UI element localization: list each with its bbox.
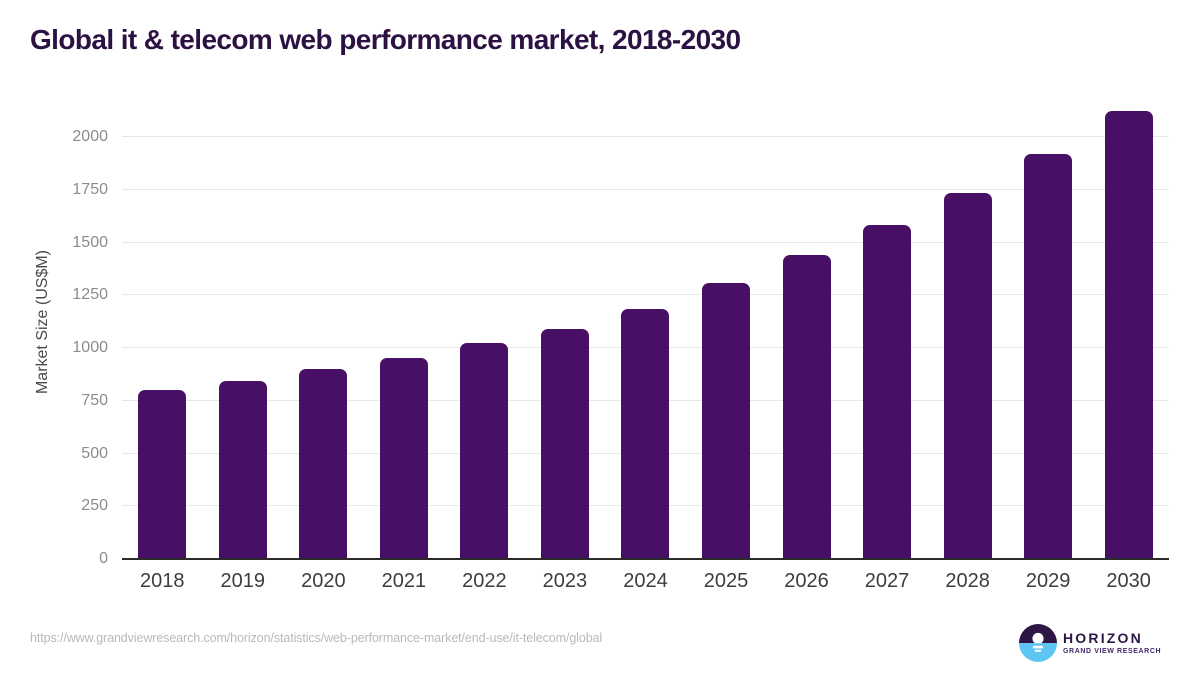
ytick-1000: 1000	[72, 339, 108, 357]
bar-2026	[782, 255, 831, 559]
bar-2021	[379, 357, 428, 559]
bar-slot-2026	[766, 95, 847, 559]
gridline-1250	[122, 294, 1169, 296]
ytick-1500: 1500	[72, 233, 108, 251]
logo-subtitle: GRAND VIEW RESEARCH	[1063, 647, 1162, 655]
xtick-2023: 2023	[542, 570, 588, 592]
bar-2018	[138, 390, 187, 559]
bar-2020	[299, 369, 348, 559]
xtick-2028: 2028	[945, 570, 990, 592]
bar-2028	[943, 193, 992, 559]
xtick-2025: 2025	[703, 570, 749, 592]
bar-2019	[218, 380, 267, 559]
bar-slot-2027	[847, 95, 928, 559]
y-axis-tick-labels: 0 250 500 750 1000 1250 1500 1750 2000	[0, 95, 108, 567]
ytick-1750: 1750	[72, 180, 108, 198]
bar-slot-2019	[203, 95, 284, 559]
bar-2022	[460, 342, 509, 559]
bar-2023	[540, 329, 589, 559]
gridline-1500	[122, 241, 1169, 243]
logo-text: HORIZON GRAND VIEW RESEARCH	[1063, 631, 1161, 656]
source-url: https://www.grandviewresearch.com/horizo…	[30, 631, 603, 645]
xtick-2027: 2027	[864, 570, 910, 592]
ytick-0: 0	[99, 550, 108, 567]
ytick-1250: 1250	[72, 286, 108, 304]
ytick-250: 250	[81, 497, 108, 515]
xtick-2022: 2022	[462, 570, 507, 592]
bar-slot-2028	[927, 95, 1008, 559]
xtick-2021: 2021	[381, 570, 427, 592]
bar-2025	[701, 282, 750, 559]
bar-2024	[621, 309, 670, 559]
plot-area	[122, 95, 1169, 560]
bar-slot-2024	[605, 95, 686, 559]
bars-container	[122, 95, 1169, 559]
bar-slot-2025	[686, 95, 767, 559]
logo-name: HORIZON	[1063, 629, 1143, 646]
gridline-2000	[122, 136, 1169, 138]
xtick-2020: 2020	[301, 570, 346, 592]
xtick-2026: 2026	[784, 570, 829, 592]
ytick-500: 500	[81, 444, 108, 462]
xtick-2030: 2030	[1106, 570, 1151, 592]
xtick-2024: 2024	[623, 570, 668, 592]
xtick-2019: 2019	[220, 570, 266, 592]
bar-slot-2023	[525, 95, 606, 559]
chart-title: Global it & telecom web performance mark…	[30, 24, 741, 55]
bar-slot-2018	[122, 95, 203, 559]
ytick-2000: 2000	[72, 128, 108, 146]
x-axis-tick-labels: 2018 2019 2020 2021 2022 2023 2024 2025 2026 2027…	[122, 566, 1169, 596]
x-axis-line	[122, 558, 1169, 560]
xtick-2018: 2018	[140, 570, 185, 592]
bar-slot-2029	[1008, 95, 1089, 559]
gridline-1750	[122, 188, 1169, 190]
horizon-logo: HORIZON GRAND VIEW RESEARCH	[1019, 624, 1161, 662]
bar-slot-2021	[364, 95, 445, 559]
sun-over-horizon-icon	[1019, 624, 1057, 662]
bar-2030	[1104, 110, 1153, 559]
ytick-750: 750	[81, 391, 108, 409]
bar-2027	[863, 224, 912, 559]
xtick-2029: 2029	[1025, 570, 1071, 592]
bar-slot-2030	[1088, 95, 1169, 559]
bar-slot-2022	[444, 95, 525, 559]
bar-2029	[1024, 154, 1073, 559]
bar-slot-2020	[283, 95, 364, 559]
